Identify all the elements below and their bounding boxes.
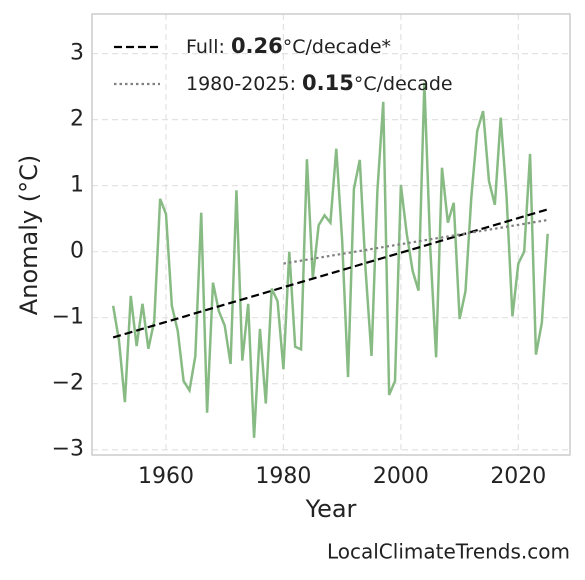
x-tick-label: 1980	[255, 464, 311, 489]
y-tick-label: −3	[52, 437, 84, 462]
legend-text: °C/decade*	[283, 36, 391, 58]
y-tick-label: −2	[52, 371, 84, 396]
x-tick-label: 1960	[138, 464, 194, 489]
legend-text: 1980-2025:	[186, 73, 302, 95]
y-tick-label: 2	[70, 107, 84, 132]
grid	[92, 14, 570, 455]
legend-text: Full:	[186, 36, 231, 58]
y-axis-label: Anomaly (°C)	[15, 155, 43, 315]
plot-frame	[91, 13, 571, 456]
legend-label: Full: 0.26°C/decade*	[186, 34, 391, 58]
legend-label: 1980-2025: 0.15°C/decade	[186, 71, 453, 95]
watermark: LocalClimateTrends.com	[327, 540, 570, 564]
x-axis-label: Year	[305, 495, 357, 523]
legend-text: 0.15	[302, 71, 354, 95]
y-tick-label: −1	[52, 305, 84, 330]
legend-text: °C/decade	[354, 73, 453, 95]
data-line	[111, 82, 549, 438]
y-tick-label: 1	[70, 173, 84, 198]
x-tick-label: 2020	[490, 464, 546, 489]
trend-line	[283, 218, 548, 265]
y-tick-label: 0	[70, 239, 84, 264]
x-tick-label: 2000	[373, 464, 429, 489]
y-tick-label: 3	[70, 41, 84, 66]
legend-text: 0.26	[231, 34, 283, 58]
trend-line	[112, 208, 549, 339]
